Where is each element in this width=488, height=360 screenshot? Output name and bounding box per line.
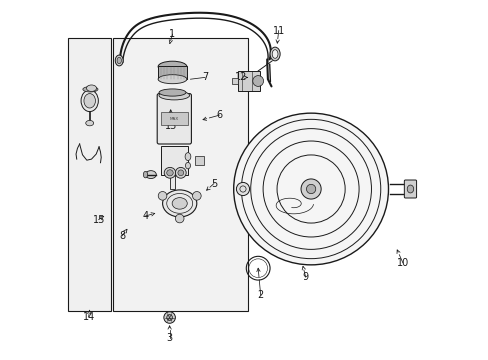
Ellipse shape [272,50,277,58]
Ellipse shape [158,61,186,72]
Ellipse shape [86,85,96,91]
Ellipse shape [164,167,175,178]
Ellipse shape [407,185,413,193]
Circle shape [252,76,263,86]
Text: 2: 2 [257,290,264,300]
Ellipse shape [145,171,156,179]
Text: 4: 4 [142,211,148,221]
Ellipse shape [269,47,280,61]
Ellipse shape [175,167,186,178]
Ellipse shape [163,190,196,217]
FancyBboxPatch shape [157,94,191,144]
Text: 10: 10 [396,258,408,268]
Text: 13: 13 [164,121,177,131]
Ellipse shape [159,89,185,96]
Ellipse shape [81,90,98,112]
Bar [238,71,260,91]
Ellipse shape [185,153,190,161]
Bar [160,146,187,175]
Ellipse shape [166,170,173,176]
Circle shape [306,184,315,194]
Ellipse shape [84,94,95,108]
Text: 14: 14 [82,312,95,322]
Circle shape [166,315,172,320]
Bar [113,38,247,311]
Bar [195,156,204,165]
Ellipse shape [158,75,186,84]
Ellipse shape [178,170,183,176]
Circle shape [301,179,321,199]
Ellipse shape [143,171,147,178]
Ellipse shape [85,120,94,126]
Ellipse shape [115,55,123,66]
Ellipse shape [185,162,190,169]
Text: 7: 7 [202,72,207,82]
Circle shape [192,192,201,200]
Bar [169,175,175,189]
Text: 11: 11 [272,26,284,36]
Bar [68,38,111,311]
Ellipse shape [172,198,187,209]
Bar [158,66,186,79]
Text: 8: 8 [119,231,125,241]
Text: 12: 12 [234,72,246,82]
Text: MAX: MAX [169,117,179,121]
Circle shape [236,183,249,195]
Text: 1: 1 [169,29,175,39]
Bar [231,78,238,84]
FancyBboxPatch shape [404,180,416,198]
Text: 9: 9 [302,272,308,282]
Ellipse shape [233,113,387,265]
Text: 5: 5 [210,179,217,189]
Circle shape [163,312,175,323]
Text: 6: 6 [216,110,222,120]
Text: 15: 15 [92,215,104,225]
Ellipse shape [82,86,98,92]
Bar [161,112,187,125]
Circle shape [175,214,183,223]
Ellipse shape [117,57,121,64]
Ellipse shape [159,91,189,100]
Text: 3: 3 [166,333,172,343]
Circle shape [158,192,166,200]
